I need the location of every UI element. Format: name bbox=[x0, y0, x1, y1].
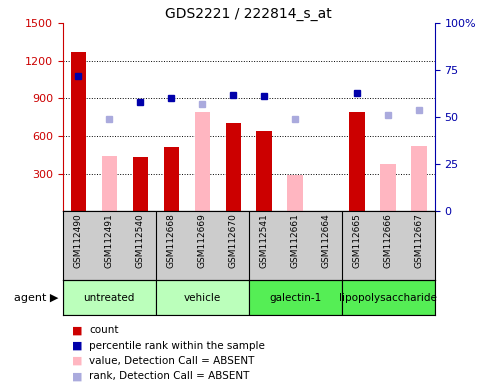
Text: GSM112490: GSM112490 bbox=[74, 213, 83, 268]
Text: rank, Detection Call = ABSENT: rank, Detection Call = ABSENT bbox=[89, 371, 250, 381]
Text: GSM112668: GSM112668 bbox=[167, 213, 176, 268]
Text: ■: ■ bbox=[72, 325, 83, 335]
Text: GSM112491: GSM112491 bbox=[105, 213, 114, 268]
Bar bbox=[381, 164, 396, 211]
Bar bbox=[249, 280, 342, 315]
Text: GSM112665: GSM112665 bbox=[353, 213, 362, 268]
Bar bbox=[101, 156, 117, 211]
Text: galectin-1: galectin-1 bbox=[269, 293, 321, 303]
Text: GSM112670: GSM112670 bbox=[229, 213, 238, 268]
Text: GSM112669: GSM112669 bbox=[198, 213, 207, 268]
Title: GDS2221 / 222814_s_at: GDS2221 / 222814_s_at bbox=[165, 7, 332, 21]
Bar bbox=[195, 112, 210, 211]
Text: ■: ■ bbox=[72, 341, 83, 351]
Text: GSM112661: GSM112661 bbox=[291, 213, 300, 268]
Text: value, Detection Call = ABSENT: value, Detection Call = ABSENT bbox=[89, 356, 255, 366]
Text: ■: ■ bbox=[72, 371, 83, 381]
Text: ■: ■ bbox=[72, 356, 83, 366]
Bar bbox=[342, 280, 435, 315]
Text: GSM112664: GSM112664 bbox=[322, 213, 331, 268]
Text: untreated: untreated bbox=[84, 293, 135, 303]
Text: GSM112541: GSM112541 bbox=[260, 213, 269, 268]
Bar bbox=[412, 146, 427, 211]
Bar bbox=[256, 131, 272, 211]
Text: GSM112666: GSM112666 bbox=[384, 213, 393, 268]
Bar bbox=[63, 280, 156, 315]
Bar bbox=[164, 147, 179, 211]
Text: count: count bbox=[89, 325, 119, 335]
Text: GSM112667: GSM112667 bbox=[415, 213, 424, 268]
Text: GSM112540: GSM112540 bbox=[136, 213, 145, 268]
Bar bbox=[350, 112, 365, 211]
Bar bbox=[132, 157, 148, 211]
Text: agent ▶: agent ▶ bbox=[14, 293, 58, 303]
Text: vehicle: vehicle bbox=[184, 293, 221, 303]
Bar bbox=[156, 280, 249, 315]
Text: lipopolysaccharide: lipopolysaccharide bbox=[339, 293, 437, 303]
Bar bbox=[287, 175, 303, 211]
Text: percentile rank within the sample: percentile rank within the sample bbox=[89, 341, 265, 351]
Bar bbox=[71, 52, 86, 211]
Bar bbox=[226, 123, 241, 211]
